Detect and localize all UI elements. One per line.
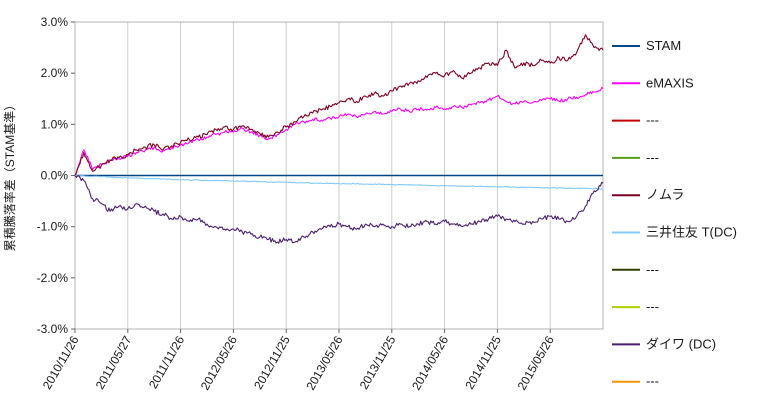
legend-label: ---	[646, 374, 659, 389]
y-tick-label: -1.0%	[37, 220, 69, 234]
legend-label: ---	[646, 150, 659, 165]
series-line-8	[74, 175, 604, 244]
series-line-5	[74, 174, 604, 190]
x-tick-label: 2014/05/26	[409, 333, 451, 392]
series-line-4	[74, 34, 604, 176]
x-tick-label: 2010/11/26	[40, 333, 82, 392]
legend-label: ---	[646, 113, 659, 128]
x-tick-label: 2012/11/25	[251, 333, 293, 392]
legend-label: STAM	[646, 38, 681, 53]
y-tick-label: -3.0%	[37, 322, 69, 336]
y-tick-label: 2.0%	[41, 66, 69, 80]
x-tick-label: 2013/11/25	[357, 333, 399, 392]
x-tick-label: 2012/05/26	[198, 333, 240, 392]
legend-label: 三井住友 T(DC)	[646, 225, 737, 240]
legend-label: ---	[646, 299, 659, 314]
y-tick-label: 0.0%	[41, 169, 69, 183]
y-tick-label: -2.0%	[37, 271, 69, 285]
y-axis-title: 累積騰落率差（STAM基準）	[2, 99, 17, 251]
legend-label: ダイワ (DC)	[646, 336, 716, 351]
x-tick-label: 2014/11/25	[462, 333, 504, 392]
x-tick-label: 2015/05/26	[515, 333, 557, 392]
series-line-1	[74, 86, 604, 176]
legend-label: eMAXIS	[646, 75, 694, 90]
x-tick-label: 2011/11/26	[146, 333, 187, 391]
x-tick-label: 2011/05/27	[93, 333, 135, 392]
y-tick-label: 3.0%	[41, 15, 69, 29]
x-tick-label: 2013/05/26	[303, 333, 345, 392]
y-tick-label: 1.0%	[41, 117, 69, 131]
legend-label: ---	[646, 262, 659, 277]
legend-label: ノムラ	[646, 187, 684, 202]
